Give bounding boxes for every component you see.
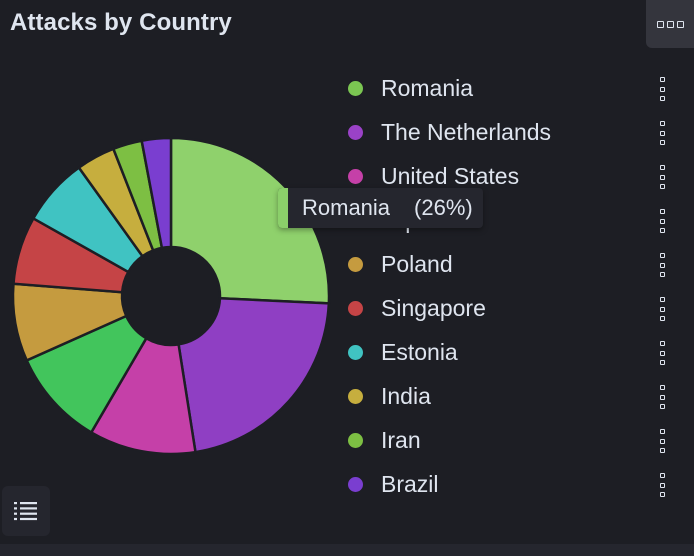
chart-tooltip: Romania (26%) <box>278 188 483 228</box>
vertical-dots-icon-dot <box>659 316 665 321</box>
pie-slice-romania[interactable] <box>169 136 331 305</box>
panel-bottom-border <box>0 544 694 556</box>
tooltip-color-swatch <box>278 188 288 228</box>
vertical-dots-icon-dot <box>659 385 665 390</box>
vertical-dots-icon[interactable] <box>658 297 666 321</box>
vertical-dots-icon[interactable] <box>658 209 666 233</box>
vertical-dots-icon-dot <box>659 121 665 126</box>
donut-chart[interactable] <box>0 120 340 470</box>
legend-item-label: The Netherlands <box>381 118 552 145</box>
vertical-dots-icon-dot <box>659 184 665 189</box>
vertical-dots-icon-dot <box>659 394 665 400</box>
pie-slice-the-netherlands[interactable] <box>177 296 331 454</box>
legend-item-label: Iran <box>381 426 421 453</box>
legend-item[interactable]: Brazil <box>340 462 680 506</box>
vertical-dots-icon-dot <box>659 341 665 346</box>
legend-item-label: India <box>381 382 431 409</box>
panel-options-icon <box>656 20 664 28</box>
vertical-dots-icon-dot <box>659 297 665 302</box>
vertical-dots-icon-dot <box>659 140 665 145</box>
vertical-dots-icon-dot <box>659 404 665 409</box>
vertical-dots-icon-dot <box>659 77 665 82</box>
legend-color-dot <box>348 388 363 404</box>
legend-item[interactable]: The Netherlands <box>340 110 680 154</box>
legend-item-label: Poland <box>381 250 453 277</box>
legend-item[interactable]: Iran <box>340 418 680 462</box>
legend-item-label: Estonia <box>381 338 458 365</box>
vertical-dots-icon-dot <box>659 253 665 258</box>
legend-item[interactable]: United States <box>340 154 680 198</box>
vertical-dots-icon-dot <box>659 429 665 434</box>
vertical-dots-icon[interactable] <box>658 385 666 409</box>
vertical-dots-icon-dot <box>659 306 665 312</box>
vertical-dots-icon[interactable] <box>658 473 666 497</box>
tooltip-value: (26%) <box>414 195 473 220</box>
vertical-dots-icon-dot <box>659 473 665 478</box>
legend-color-dot <box>348 432 363 448</box>
vertical-dots-icon-dot <box>659 209 665 214</box>
panel-options-button[interactable] <box>646 0 694 48</box>
legend-color-dot <box>348 344 363 360</box>
vertical-dots-icon-dot <box>659 228 665 233</box>
panel-options-icon-dot <box>666 20 674 28</box>
vertical-dots-icon[interactable] <box>658 429 666 453</box>
legend-color-dot <box>348 476 363 492</box>
vertical-dots-icon-dot <box>659 492 665 497</box>
vertical-dots-icon-dot <box>659 130 665 136</box>
vertical-dots-icon-dot <box>659 174 665 180</box>
vertical-dots-icon-dot <box>659 360 665 365</box>
attacks-by-country-panel: Attacks by Country Romania The Netherland… <box>0 0 694 536</box>
legend-color-dot <box>348 80 363 96</box>
vertical-dots-icon-dot <box>659 482 665 488</box>
vertical-dots-icon-dot <box>659 448 665 453</box>
legend-color-dot <box>348 256 363 272</box>
legend-color-dot <box>348 124 363 140</box>
legend-item[interactable]: Estonia <box>340 330 680 374</box>
vertical-dots-icon-dot <box>659 350 665 356</box>
vertical-dots-icon-dot <box>659 86 665 92</box>
list-icon <box>14 502 37 521</box>
vertical-dots-icon-dot <box>659 262 665 268</box>
vertical-dots-icon-dot <box>659 218 665 224</box>
vertical-dots-icon-dot <box>659 272 665 277</box>
vertical-dots-icon-dot <box>659 165 665 170</box>
legend-color-dot <box>348 300 363 316</box>
vertical-dots-icon[interactable] <box>658 121 666 145</box>
vertical-dots-icon[interactable] <box>658 253 666 277</box>
vertical-dots-icon[interactable] <box>658 77 666 101</box>
vertical-dots-icon-dot <box>659 96 665 101</box>
vertical-dots-icon-dot <box>659 438 665 444</box>
legend-item[interactable]: Poland <box>340 242 680 286</box>
pie-slice-brazil[interactable] <box>140 136 173 250</box>
vertical-dots-icon[interactable] <box>658 341 666 365</box>
panel-options-icon-dot <box>676 20 684 28</box>
legend-item-label: Brazil <box>381 470 439 497</box>
legend-item[interactable]: Singapore <box>340 286 680 330</box>
legend-item[interactable]: India <box>340 374 680 418</box>
panel-title: Attacks by Country <box>10 9 232 36</box>
legend-item[interactable]: Romania <box>340 66 680 110</box>
legend-toggle-button[interactable] <box>2 486 50 536</box>
tooltip-label: Romania <box>302 195 391 220</box>
vertical-dots-icon[interactable] <box>658 165 666 189</box>
legend-item-label: United States <box>381 162 520 189</box>
pie-slice-united-states[interactable] <box>89 336 197 456</box>
legend-item-label: Singapore <box>381 294 486 321</box>
legend-item-label: Romania <box>381 74 474 101</box>
legend-color-dot <box>348 168 363 184</box>
